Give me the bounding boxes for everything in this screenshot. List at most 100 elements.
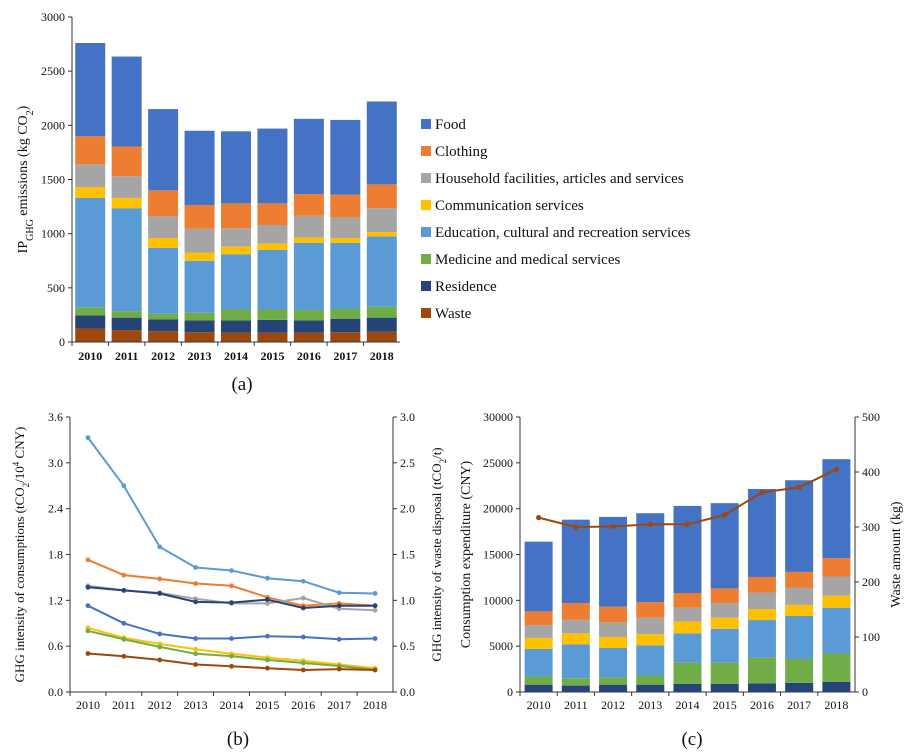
panel-c-bar-segment [785, 682, 814, 692]
panel-c-x-tick-label: 2013 [638, 698, 662, 712]
panel-b-point [193, 651, 199, 657]
panel-b-right-y-tick-label: 1.0 [400, 593, 415, 607]
panel-a-bar-segment [111, 330, 142, 342]
panel-c-left-y-tick-label: 20000 [483, 502, 513, 516]
panel-b-point [85, 584, 91, 590]
panel-b-point [121, 572, 127, 578]
panel-a-chart: 0 500 1000 1500 2000 2500 3000 2010 2011 2012 2013… [16, 10, 690, 363]
panel-c-right-y-label: Waste amount (kg) [889, 501, 904, 608]
panel-c-bar-segment [822, 607, 851, 654]
panel-b-point [300, 605, 306, 611]
panel-b-point [85, 557, 91, 563]
panel-c-bar-segment [747, 488, 776, 577]
panel-c-bar-segment [747, 609, 776, 621]
panel-a-bar-segment [257, 243, 288, 250]
panel-a-bar-segment [330, 308, 361, 319]
panel-b-point [121, 653, 127, 659]
panel-b-point [229, 636, 234, 641]
panel-b-x-tick-label: 2010 [76, 698, 100, 712]
panel-c-waste-point [573, 524, 579, 530]
panel-c-bar-segment [636, 617, 665, 635]
panel-a-bar-segment [330, 119, 361, 195]
panel-a-bar-segment [330, 318, 361, 333]
panel-c-bar-segment [636, 645, 665, 676]
panel-b-left-y-tick-label: 3.0 [48, 456, 63, 470]
panel-c-bar-segment [524, 637, 553, 649]
panel-c-bar-segment [599, 637, 628, 648]
panel-b-point [193, 565, 199, 570]
panel-c-bar-segment [785, 571, 814, 588]
panel-c-bar-segment [673, 505, 702, 593]
panel-b-point [157, 576, 163, 582]
legend-swatch [421, 308, 431, 318]
panel-a-bar-segment [184, 228, 215, 253]
panel-c-bar-segment [785, 604, 814, 616]
panel-a-bar-segment [221, 309, 251, 321]
panel-c-bar-segment [561, 685, 590, 692]
panel-a-x-tick-label: 2018 [370, 349, 394, 363]
panel-c-left-y-label: Consumption expenditure (CNY) [459, 460, 474, 648]
legend-label: Medicine and medical services [435, 252, 621, 268]
panel-b-point [121, 588, 127, 593]
legend-label: Food [435, 117, 466, 133]
panel-c-bar-segment [710, 628, 739, 663]
panel-c-bar-segment [599, 622, 628, 637]
panel-b-point [264, 657, 270, 663]
panel-a-bar-segment [75, 315, 106, 329]
panel-c-bar-segment [822, 595, 851, 608]
panel-a-bar-segment [366, 236, 397, 307]
panel-c-waste-point [610, 523, 616, 530]
panel-a-bar-segment [184, 312, 215, 321]
panel-a-bar-segment [330, 238, 361, 243]
panel-a-bar-segment [184, 252, 215, 261]
panel-b-point [229, 583, 234, 589]
panel-b-left-y-tick-label: 1.2 [48, 593, 63, 607]
panel-a-bar-segment [293, 320, 324, 333]
panel-c-bar-segment [636, 675, 665, 685]
panel-c-bar-segment [636, 634, 665, 646]
panel-b-point [229, 663, 234, 669]
panel-a-y-tick-label: 0 [59, 335, 65, 349]
panel-a-bar-segment [293, 332, 324, 342]
panel-a-bar-segment [221, 246, 251, 255]
legend-swatch [421, 146, 431, 156]
panel-c-bar-segment [710, 603, 739, 618]
panel-b-point [336, 590, 342, 596]
panel-b-point [264, 633, 270, 639]
panel-b-point [264, 575, 270, 581]
panel-a-y-tick-label: 1000 [41, 227, 65, 241]
panel-a-bar-segment [293, 242, 324, 311]
panel-b-right-y-tick-label: 0.5 [400, 639, 415, 653]
panel-c-bar-segment [599, 648, 628, 678]
panel-b-point [336, 636, 342, 642]
panel-c-right-y-tick-label: 100 [862, 630, 880, 644]
panel-a-bar-segment [75, 43, 106, 137]
panel-c-right-y-tick-label: 300 [862, 520, 880, 534]
panel-c-x-tick-label: 2015 [713, 698, 737, 712]
legend-swatch [421, 173, 431, 183]
panel-c-bar-segment [785, 480, 814, 572]
panel-c-bar-segment [747, 620, 776, 658]
panel-a-bar-segment [111, 176, 142, 198]
panel-a-bar-segment [184, 260, 215, 313]
panel-a-x-tick-label: 2016 [297, 349, 321, 363]
panel-a-bar-segment [257, 128, 288, 204]
panel-c-waste-point [722, 512, 728, 518]
panel-a-bar-segment [148, 216, 179, 238]
legend-label: Clothing [435, 144, 488, 160]
panel-c-x-tick-label: 2011 [564, 698, 588, 712]
panel-c-bar-segment [561, 633, 590, 645]
panel-c-x-tick-label: 2012 [601, 698, 625, 712]
panel-b-point [372, 591, 378, 596]
panel-b-point [121, 620, 127, 626]
panel-c-waste-point [833, 466, 839, 472]
panel-b-point [85, 651, 91, 656]
panel-a-x-tick-label: 2011 [115, 349, 138, 363]
panel-a-x-tick-label: 2012 [151, 349, 175, 363]
panel-b-point [336, 603, 342, 609]
panel-a-bar-segment [366, 184, 397, 209]
panel-a-bar-segment [366, 331, 397, 342]
panel-c-right-y-tick-label: 500 [862, 410, 880, 424]
panel-a-bar-segment [366, 306, 397, 318]
panel-c-waste-point [796, 484, 802, 490]
